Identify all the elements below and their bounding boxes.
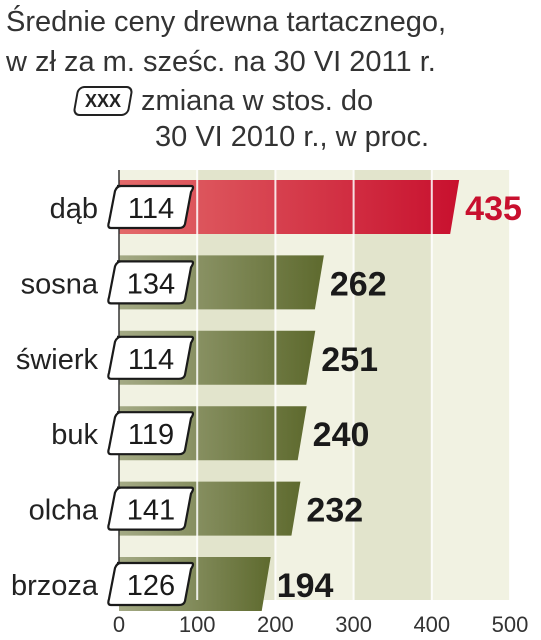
grid-band xyxy=(431,170,510,600)
value-label: 251 xyxy=(321,341,378,379)
change-pct-label: 134 xyxy=(127,268,175,300)
bar-dąb xyxy=(119,180,460,234)
category-label: sosna xyxy=(21,268,99,300)
chart-title-line-1: Średnie ceny drewna tartacznego, xyxy=(6,6,447,38)
x-tick-label: 200 xyxy=(257,612,294,637)
category-label: brzoza xyxy=(11,570,99,602)
change-box xyxy=(107,486,195,531)
change-box xyxy=(107,561,195,607)
x-tick-label: 0 xyxy=(113,612,125,637)
change-box xyxy=(107,260,195,305)
grid-band xyxy=(353,170,432,600)
change-pct-label: 141 xyxy=(127,495,175,527)
chart-title-line-2: w zł za m. sześc. na 30 VI 2011 r. xyxy=(6,46,436,78)
x-tick-label: 400 xyxy=(413,612,450,637)
value-label: 262 xyxy=(330,265,387,303)
x-tick-label: 100 xyxy=(179,612,216,637)
legend: XXX zmiana w stos. do xyxy=(72,84,374,118)
category-label: buk xyxy=(51,419,98,451)
change-box xyxy=(107,184,195,230)
change-box xyxy=(107,411,195,456)
value-label: 194 xyxy=(277,567,334,605)
x-tick-label: 500 xyxy=(492,612,529,637)
change-pct-label: 114 xyxy=(128,193,174,225)
change-box xyxy=(107,335,195,380)
legend-text-line-2: 30 VI 2010 r., w proc. xyxy=(155,121,430,153)
chart-title: Średnie ceny drewna tartacznego, w zł za… xyxy=(6,2,536,82)
value-label: 240 xyxy=(313,416,370,454)
x-tick-label: 300 xyxy=(335,612,372,637)
legend-text-line-1: zmiana w stos. do xyxy=(141,84,374,117)
change-pct-label: 126 xyxy=(127,570,175,602)
category-label: olcha xyxy=(29,495,99,527)
value-label: 232 xyxy=(306,492,363,530)
category-label: świerk xyxy=(16,344,99,376)
category-label: dąb xyxy=(50,193,98,225)
value-label: 435 xyxy=(465,190,522,228)
change-pct-label: 114 xyxy=(128,344,174,376)
change-pct-label: 119 xyxy=(128,419,174,451)
